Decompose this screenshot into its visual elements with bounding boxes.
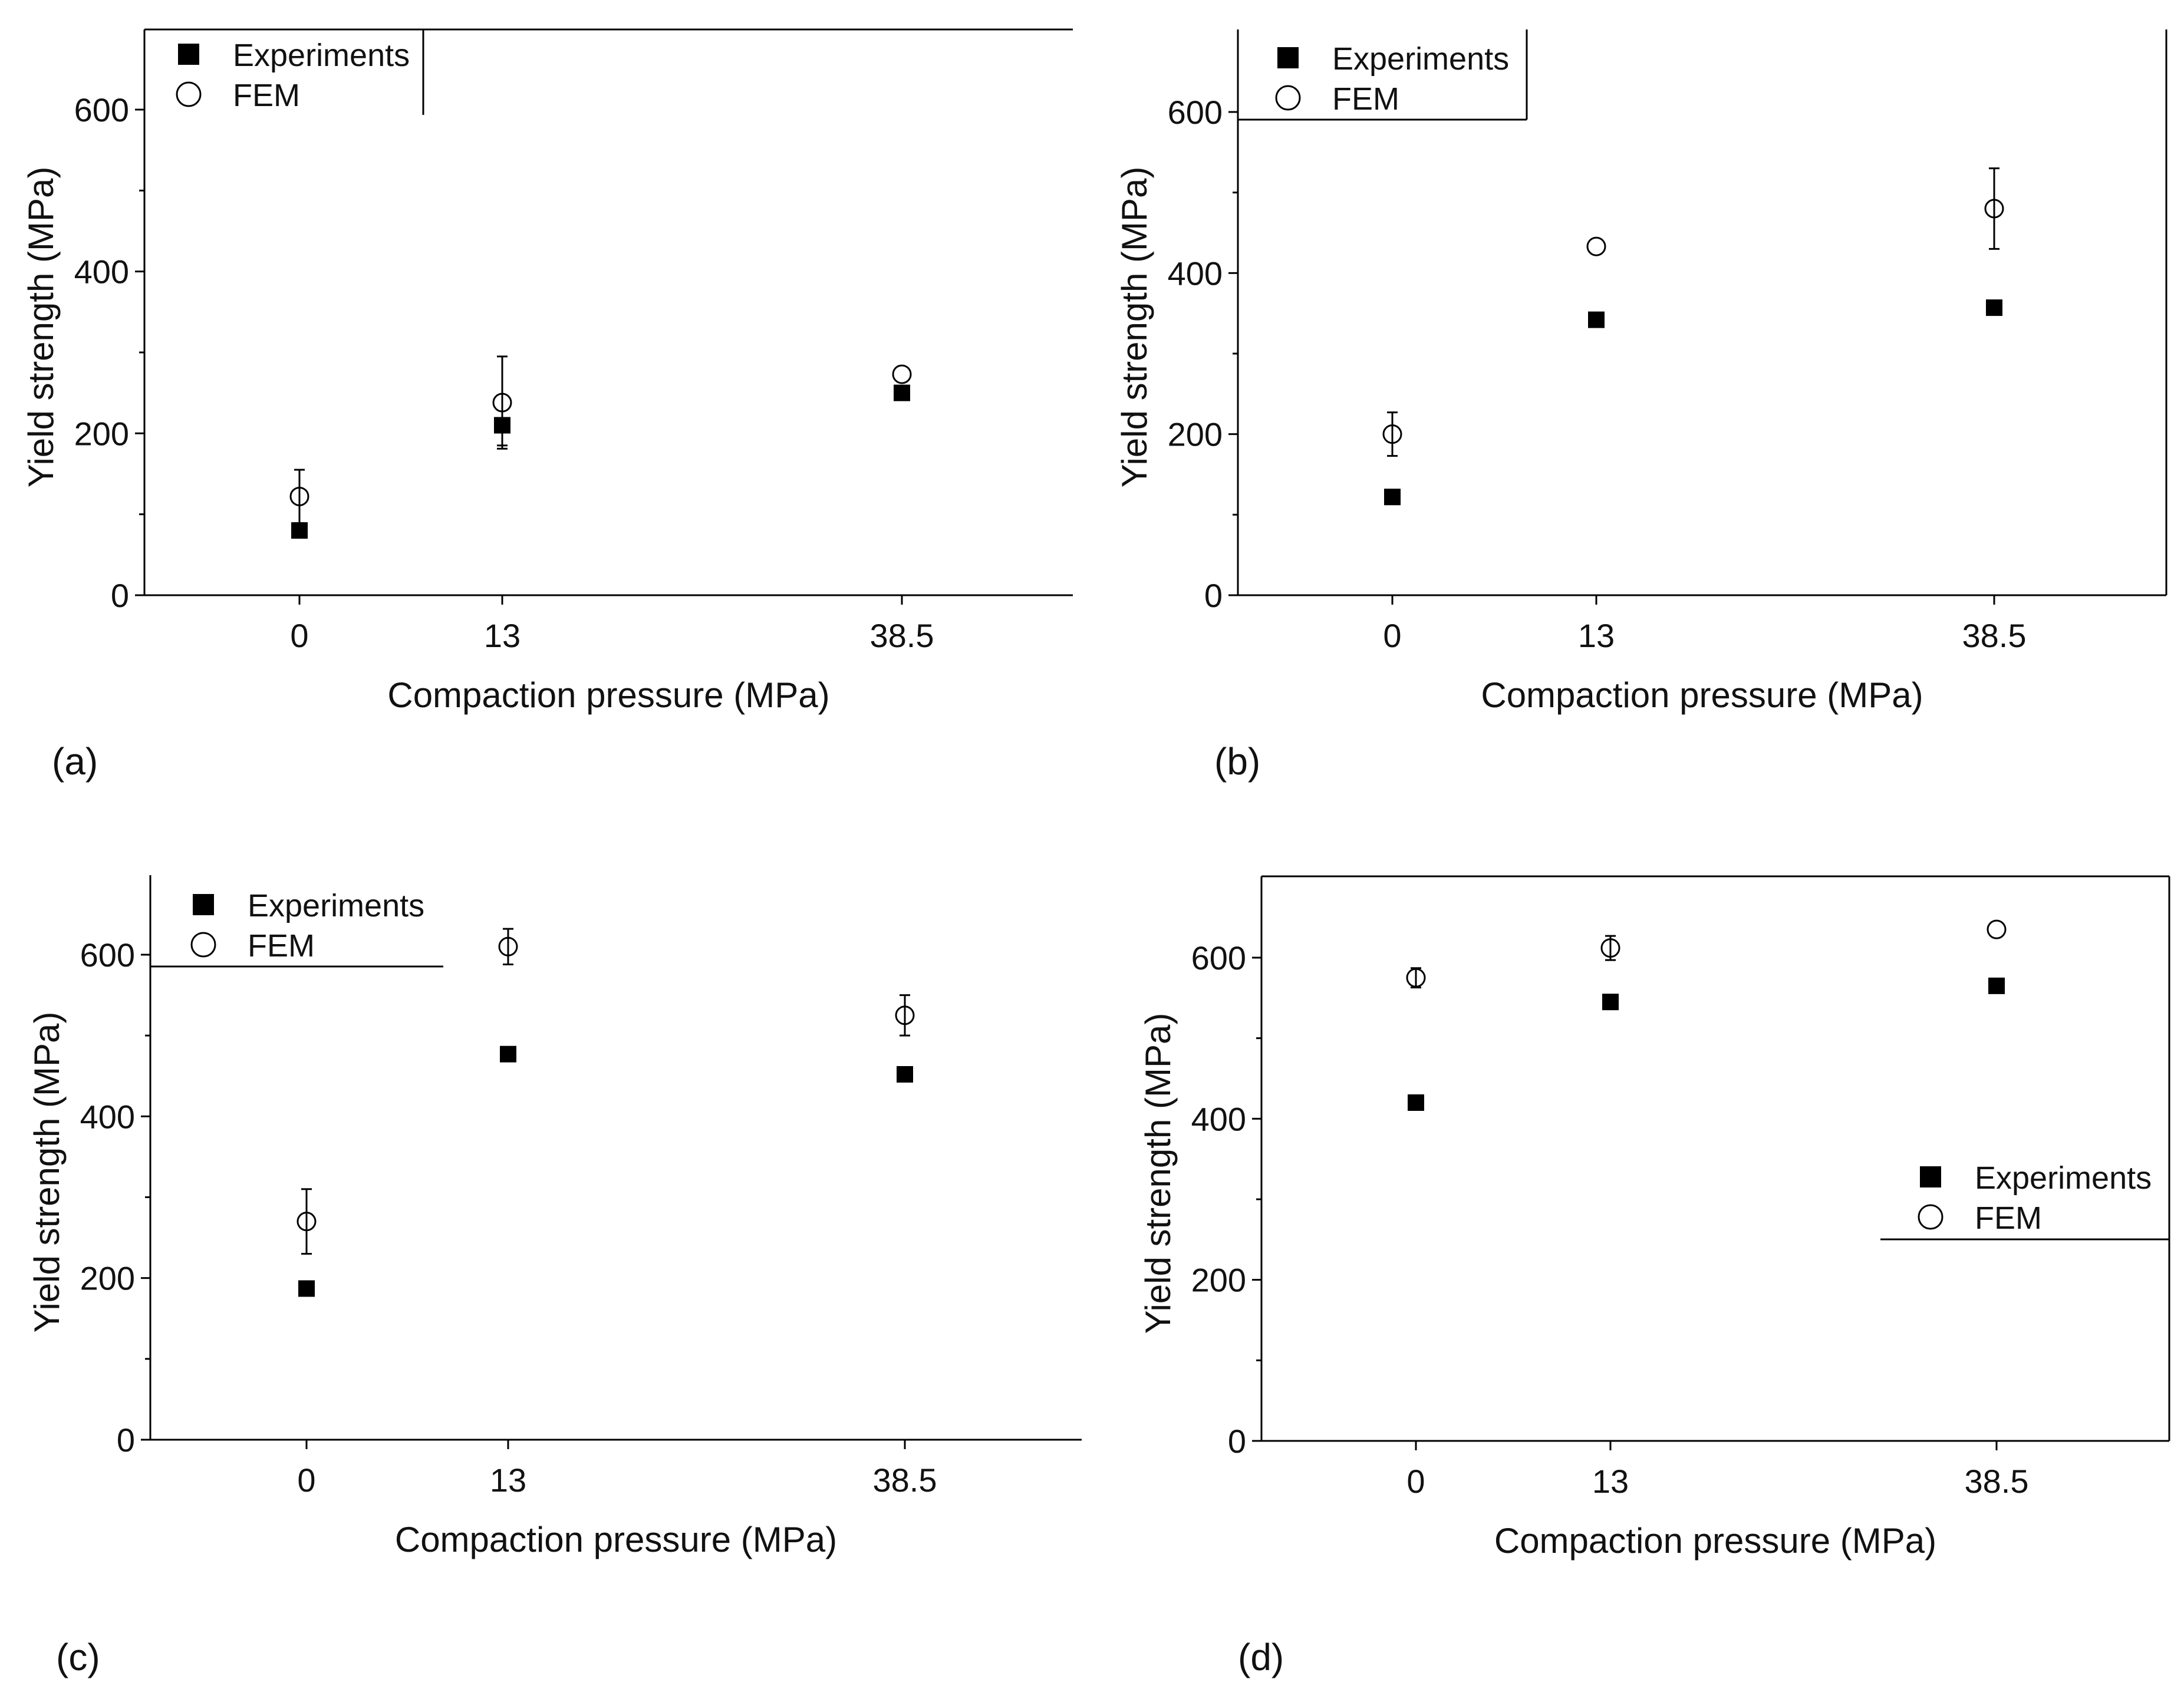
y-tick-label: 0 [117,1421,135,1459]
y-tick-label: 200 [1191,1262,1246,1299]
y-axis-title: Yield strength (MPa) [21,167,61,488]
x-axis-title: Compaction pressure (MPa) [387,675,829,715]
fem-point [289,486,309,506]
panel-label-a: (a) [52,740,98,783]
y-tick-label: 0 [111,577,129,614]
chart-panel-c: 0 200 400 600 0 13 38.5 Compaction pressure (MP… [27,875,1082,1559]
y-tick-label: 400 [1168,255,1223,292]
x-tick-label: 38.5 [873,1462,937,1499]
experiments-point [1588,311,1605,328]
experiments-point [897,1066,913,1083]
x-axis-title: Compaction pressure (MPa) [1481,675,1923,715]
experiments-point [1602,994,1619,1011]
fem-point [892,364,912,384]
y-axis-title: Yield strength (MPa) [27,1012,67,1333]
legend-experiments-label: Experiments [1975,1160,2152,1196]
experiments-point [298,1280,315,1297]
legend-experiments-marker [1277,47,1299,68]
y-tick-label: 0 [1228,1423,1246,1460]
legend-experiments-marker [1920,1166,1941,1187]
x-tick-label: 13 [490,1462,526,1499]
experiments-point [291,522,308,539]
legend-b: Experiments FEM [1275,41,1509,117]
y-tick-label: 400 [1191,1100,1246,1137]
x-tick-label: 0 [290,617,308,654]
fem-point [492,392,512,413]
experiments-point [500,1045,516,1063]
x-tick-label: 38.5 [1965,1463,2029,1500]
y-axis-title: Yield strength (MPa) [1115,167,1154,488]
y-axis-title: Yield strength (MPa) [1138,1013,1178,1334]
x-tick-label: 13 [1578,617,1615,654]
legend-experiments-label: Experiments [1332,41,1509,77]
y-tick-label: 200 [1168,416,1223,453]
y-tick-label: 400 [80,1098,135,1135]
fem-point [1987,919,2007,939]
fem-point [895,1005,915,1025]
fem-point [1984,199,2004,219]
x-axis-title: Compaction pressure (MPa) [1494,1521,1936,1561]
legend-d: Experiments FEM [1918,1160,2152,1236]
fem-point [1382,424,1402,444]
chart-panel-d: 0 200 400 600 0 13 38.5 Compaction pressure (MP… [1138,875,2170,1561]
fem-point [1586,236,1606,256]
legend-c: Experiments FEM [190,888,424,964]
fem-point [1600,938,1620,958]
x-tick-label: 13 [484,617,521,654]
legend-experiments-marker [178,44,199,65]
chart-panel-a: 0 200 400 600 0 13 38.5 Compaction pressure (MP… [21,28,1073,715]
y-tick-label: 200 [80,1260,135,1297]
y-tick-label: 600 [1191,939,1246,977]
x-tick-label: 0 [1406,1463,1425,1500]
legend-fem-label: FEM [233,78,300,113]
experiments-point [1408,1094,1424,1111]
fem-point [1406,968,1426,988]
legend-fem-label: FEM [1332,81,1399,117]
x-tick-label: 38.5 [870,617,934,654]
x-tick-label: 13 [1592,1463,1629,1500]
experiments-point [894,384,910,401]
legend-experiments-label: Experiments [248,888,424,923]
chart-panel-b: 0 200 400 600 0 13 38.5 Compaction pressure (MP… [1115,29,2167,715]
legend-fem-marker [176,81,202,107]
y-tick-label: 200 [74,415,129,452]
legend-fem-marker [1275,85,1301,111]
y-tick-label: 400 [74,253,129,291]
x-tick-label: 38.5 [1962,617,2027,654]
fem-point [498,936,518,956]
panel-label-c: (c) [56,1636,100,1678]
panel-label-d: (d) [1238,1636,1284,1678]
x-tick-label: 0 [297,1462,315,1499]
legend-fem-marker [1918,1204,1943,1230]
y-tick-label: 600 [80,936,135,974]
y-tick-label: 0 [1204,577,1223,614]
legend-a: Experiments FEM [176,38,410,113]
legend-experiments-label: Experiments [233,38,410,73]
experiments-point [1986,299,2002,316]
y-tick-label: 600 [1168,94,1223,131]
experiments-point [1988,977,2005,994]
y-tick-label: 600 [74,91,129,128]
experiments-point [1384,489,1401,506]
fem-point [297,1212,317,1232]
legend-fem-marker [190,932,216,958]
experiments-point [494,417,510,434]
x-tick-label: 0 [1383,617,1401,654]
legend-experiments-marker [193,894,214,915]
panel-label-b: (b) [1214,740,1261,783]
legend-fem-label: FEM [248,928,315,964]
x-axis-title: Compaction pressure (MPa) [395,1520,837,1559]
legend-fem-label: FEM [1975,1200,2042,1236]
